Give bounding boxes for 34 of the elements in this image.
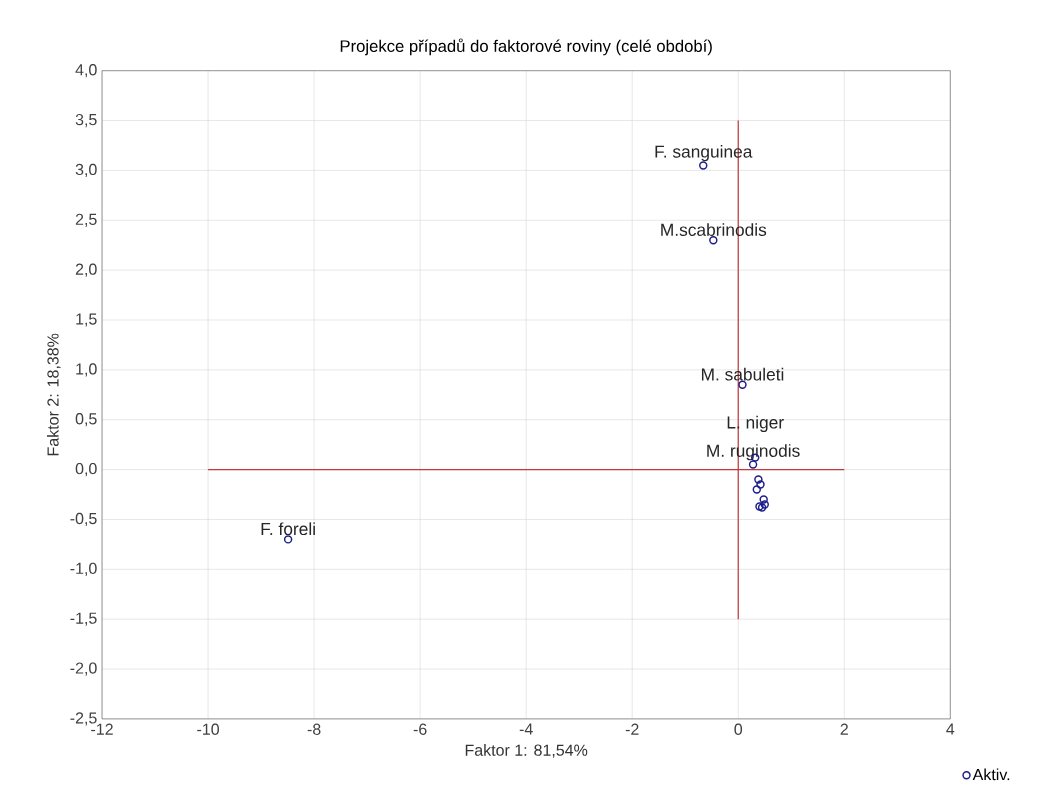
x-tick-label: -4 [519, 723, 533, 735]
point [759, 495, 768, 504]
chart-title: Projekce případů do faktorové roviny (celé období) [340, 38, 712, 56]
y-tick-label: -1,5 [70, 612, 97, 626]
point [752, 485, 761, 494]
x-axis-title: Faktor 1: 81,54% [465, 743, 588, 758]
annotation: F. foreli [261, 522, 315, 535]
y-tick-label: 2,0 [75, 263, 97, 277]
point [754, 475, 763, 484]
y-tick-label: 1,5 [76, 313, 97, 327]
x-tick-label: -10 [197, 723, 220, 735]
y-tick-label: 1,0 [76, 363, 97, 377]
y-tick-label: 0,5 [75, 412, 97, 427]
y-tick-label: 4,0 [75, 63, 97, 78]
point [283, 535, 293, 544]
point [756, 480, 765, 489]
point [709, 235, 718, 245]
legend-label: Aktiv. [972, 768, 1010, 781]
x-tick-label: 0 [734, 723, 743, 735]
y-tick-label: -1,0 [70, 562, 97, 576]
x-tick-label: -2 [625, 723, 639, 735]
x-tick-label: 4 [946, 723, 955, 735]
y-tick-label: 2,5 [75, 213, 97, 227]
point [757, 503, 767, 512]
y-tick-label: 3,0 [75, 163, 97, 177]
y-tick-label: -0,5 [70, 512, 97, 526]
y-axis-title: Faktor 2: 18,38% [46, 333, 61, 456]
x-tick-label: -8 [307, 723, 321, 735]
x-tick-label: 2 [840, 723, 848, 735]
y-tick-label: -2,0 [70, 662, 97, 676]
y-tick-label: 0,0 [75, 462, 97, 477]
x-tick-label: -6 [413, 723, 427, 735]
y-tick-label: 3,5 [75, 113, 97, 128]
point [755, 502, 764, 511]
